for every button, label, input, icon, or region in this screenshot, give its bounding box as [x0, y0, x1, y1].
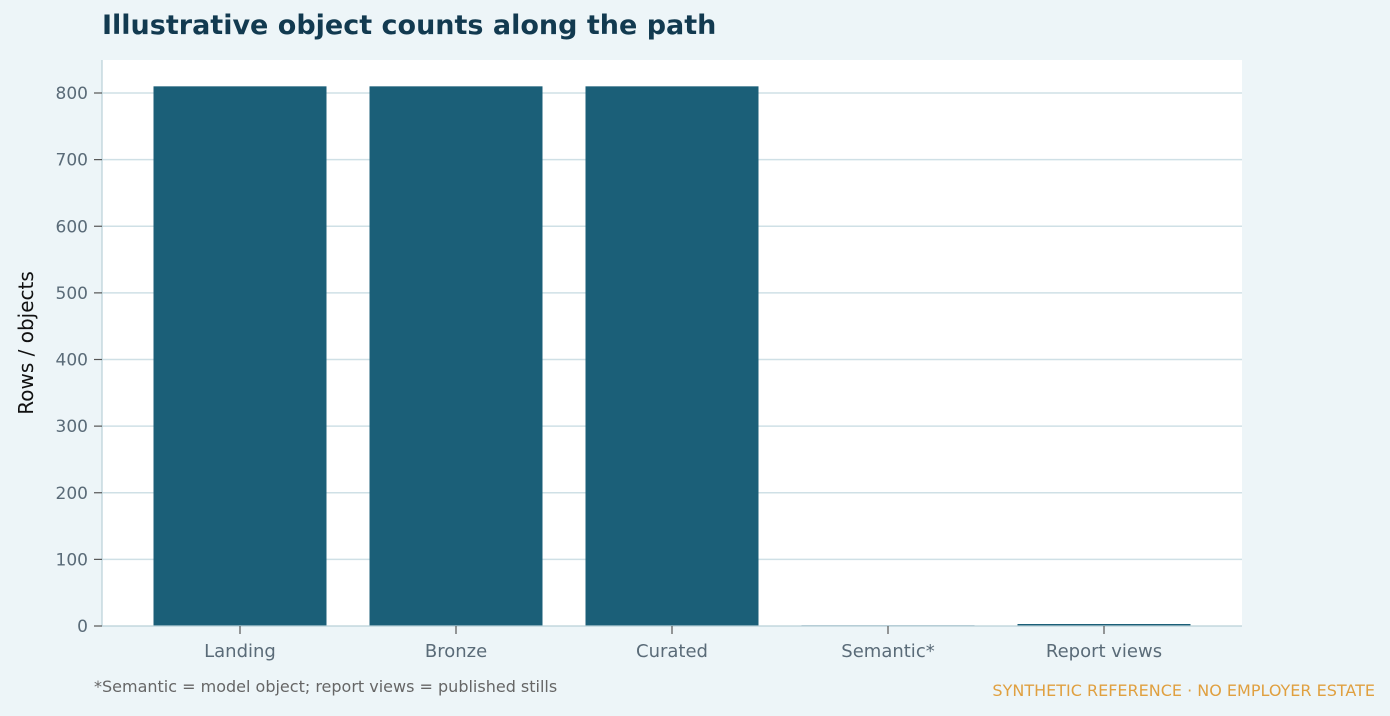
x-tick-label: Bronze: [425, 641, 487, 662]
y-tick-label: 100: [56, 550, 88, 570]
footnote: *Semantic = model object; report views =…: [94, 677, 558, 696]
bar-report-views: [1017, 624, 1191, 626]
y-axis-label: Rows / objects: [14, 271, 38, 415]
bar-bronze: [369, 86, 543, 626]
x-tick-label: Semantic*: [841, 641, 934, 662]
x-tick-label: Curated: [636, 641, 708, 662]
y-tick-label: 200: [56, 484, 88, 504]
y-tick-label: 800: [56, 84, 88, 104]
y-tick-label: 700: [56, 151, 88, 171]
y-tick-label: 600: [56, 217, 88, 237]
chart-title: Illustrative object counts along the pat…: [102, 10, 717, 41]
bar-landing: [153, 86, 327, 626]
y-tick-label: 0: [77, 617, 88, 637]
bar-curated: [585, 86, 759, 626]
x-tick-label: Report views: [1046, 641, 1162, 662]
y-ticks: 0 100 200 300 400 500 600 700 800: [56, 84, 102, 637]
y-tick-label: 300: [56, 417, 88, 437]
x-ticks: Landing Bronze Curated Semantic* Report view…: [204, 626, 1162, 662]
x-tick-label: Landing: [204, 641, 276, 662]
watermark: SYNTHETIC REFERENCE · NO EMPLOYER ESTATE: [992, 681, 1375, 700]
y-tick-label: 400: [56, 351, 88, 371]
y-tick-label: 500: [56, 284, 88, 304]
bars: [153, 86, 1191, 626]
